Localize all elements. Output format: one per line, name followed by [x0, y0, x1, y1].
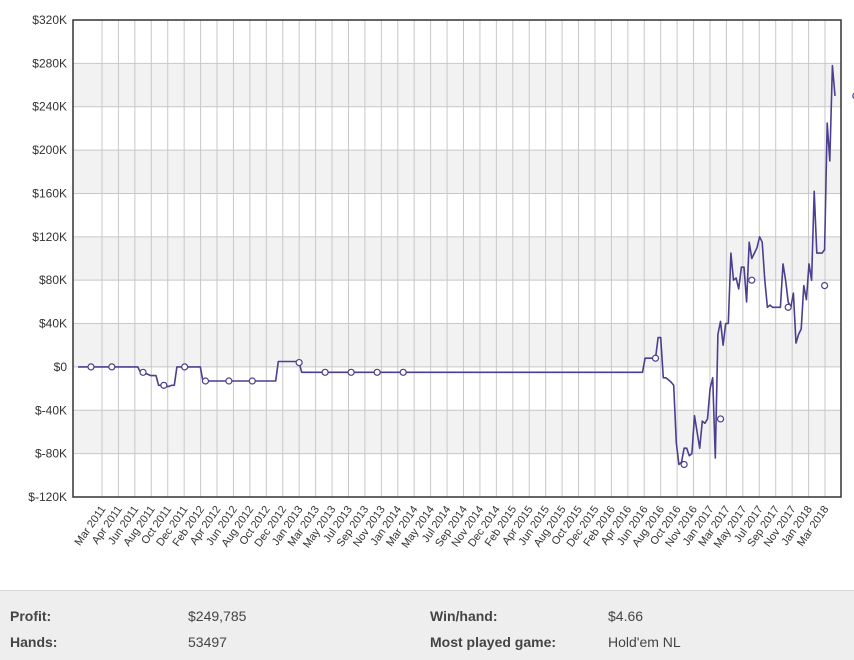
data-point-marker — [248, 377, 256, 385]
y-tick-label: $0 — [54, 360, 68, 374]
data-point-marker — [87, 363, 95, 371]
data-point-marker — [716, 415, 725, 423]
y-tick-label: $280K — [32, 56, 67, 70]
data-point-marker — [820, 282, 829, 290]
winhand-value: $4.66 — [608, 608, 644, 624]
plot-border — [72, 19, 842, 498]
profit-chart: $320K $280K $240K $200K $160K $120K $80K $40K $0… — [28, 13, 854, 550]
data-point-marker — [784, 303, 792, 311]
data-point-marker — [139, 368, 147, 376]
data-point-marker — [295, 358, 303, 367]
plot-band — [73, 150, 841, 194]
plot-band — [73, 236, 841, 281]
data-point-marker — [160, 381, 168, 389]
profit-value: $249,785 — [188, 608, 247, 624]
plot-band — [73, 410, 841, 454]
y-tick-label: $80K — [39, 273, 67, 287]
most-played-game-label: Most played game: — [430, 634, 557, 650]
plot-band — [73, 63, 841, 107]
profit-label: Profit: — [10, 608, 52, 624]
y-tick-label: $160K — [32, 186, 67, 200]
data-point-marker — [108, 363, 116, 371]
data-point-marker — [201, 377, 210, 385]
y-tick-label: $40K — [39, 317, 67, 331]
y-tick-label: $-120K — [28, 490, 67, 504]
data-point-marker — [225, 377, 233, 385]
y-tick-label: $200K — [32, 143, 67, 157]
stats-panel: Profit: $249,785 Win/hand: $4.66 Hands: … — [0, 590, 854, 660]
y-tick-label: $-40K — [35, 403, 67, 417]
winhand-label: Win/hand: — [430, 608, 498, 624]
y-tick-label: $320K — [32, 13, 67, 27]
y-tick-label: $-80K — [35, 447, 67, 461]
data-point-marker — [399, 368, 407, 376]
hands-value: 53497 — [188, 634, 227, 650]
hands-label: Hands: — [10, 634, 58, 650]
y-tick-label: $120K — [32, 230, 67, 244]
chart-svg: $320K $280K $240K $200K $160K $120K $80K $40K $0… — [28, 13, 854, 550]
data-point-marker — [347, 368, 355, 376]
data-point-marker — [651, 354, 660, 362]
data-point-marker — [321, 368, 329, 376]
data-point-marker — [680, 460, 688, 469]
data-point-marker — [373, 368, 381, 376]
data-point-marker — [181, 363, 189, 371]
y-tick-label: $240K — [32, 100, 67, 114]
most-played-game-value: Hold'em NL — [608, 634, 681, 650]
plot-band — [73, 323, 841, 367]
data-point-marker — [748, 276, 756, 284]
